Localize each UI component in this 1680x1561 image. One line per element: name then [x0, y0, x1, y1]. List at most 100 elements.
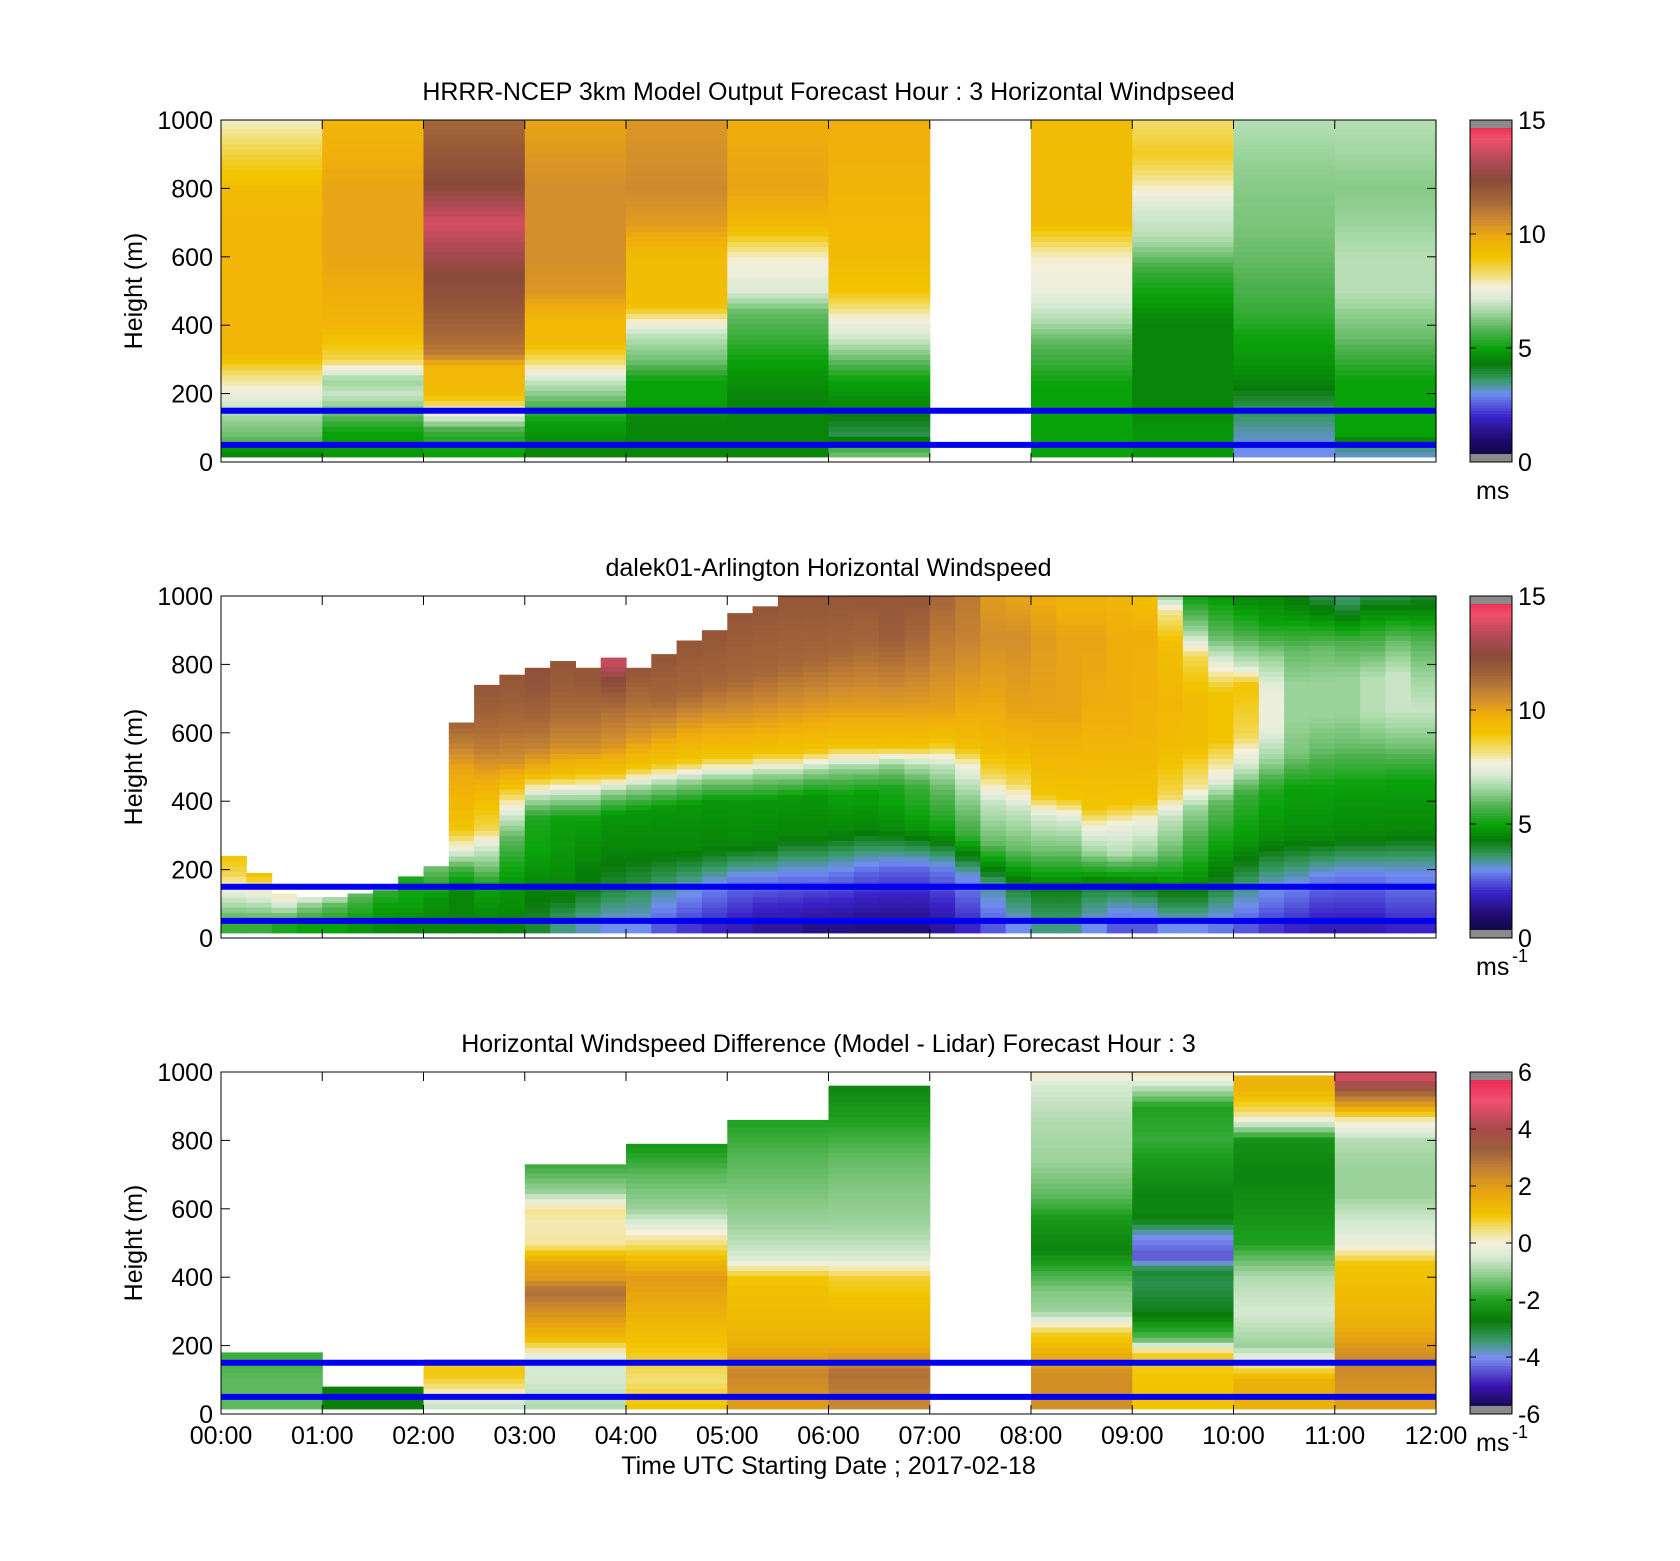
heatmap-cell	[221, 313, 323, 319]
heatmap-cell	[600, 779, 627, 785]
colorbar-segment	[1470, 225, 1512, 229]
heatmap-cell	[1309, 855, 1336, 862]
heatmap-cell	[600, 666, 627, 672]
heatmap-cell	[828, 231, 931, 237]
heatmap-cell	[600, 825, 627, 831]
heatmap-cell	[727, 722, 754, 729]
heatmap-cell	[879, 753, 905, 759]
heatmap-cell	[727, 1270, 830, 1277]
heatmap-cell	[1410, 779, 1437, 785]
heatmap-cell	[1385, 840, 1412, 847]
heatmap-cell	[803, 707, 830, 713]
heatmap-cell	[1106, 876, 1133, 883]
heatmap-cell	[626, 1167, 728, 1174]
heatmap-cell	[1233, 390, 1336, 396]
heatmap-cell	[1132, 328, 1235, 335]
heatmap-cell	[524, 185, 627, 191]
heatmap-cell	[1410, 753, 1437, 759]
heatmap-cell	[1031, 303, 1133, 309]
heatmap-cell	[1334, 1188, 1437, 1194]
heatmap-cell	[423, 231, 526, 237]
heatmap-cell	[904, 784, 931, 790]
heatmap-cell	[651, 835, 678, 842]
heatmap-cell	[879, 850, 905, 857]
heatmap-cell	[1182, 763, 1209, 770]
heatmap-cell	[1157, 732, 1184, 739]
heatmap-cell	[322, 256, 425, 263]
colorbar-segment	[1470, 798, 1512, 802]
heatmap-cell	[1132, 717, 1159, 724]
heatmap-cell	[1132, 614, 1159, 621]
colorbar-segment	[1470, 131, 1512, 135]
heatmap-cell	[1334, 768, 1361, 775]
heatmap-cell	[727, 390, 830, 396]
heatmap-cell	[853, 855, 880, 862]
heatmap-cell	[1056, 891, 1083, 898]
heatmap-cell	[1233, 261, 1336, 268]
heatmap-cell	[1309, 604, 1336, 611]
heatmap-cell	[1284, 753, 1310, 759]
heatmap-cell	[221, 251, 323, 258]
heatmap-cell	[803, 743, 830, 749]
heatmap-cell	[777, 758, 804, 765]
heatmap-cell	[550, 809, 576, 816]
heatmap-cell	[626, 1290, 728, 1297]
heatmap-cell	[980, 712, 1007, 718]
heatmap-cell	[904, 599, 931, 606]
heatmap-cell	[1233, 758, 1260, 765]
heatmap-cell	[803, 861, 830, 867]
heatmap-cell	[879, 640, 905, 647]
heatmap-cell	[1182, 681, 1209, 688]
heatmap-cell	[727, 850, 754, 857]
heatmap-cell	[1182, 596, 1209, 600]
heatmap-cell	[1334, 1072, 1437, 1076]
heatmap-cell	[955, 779, 981, 785]
heatmap-cell	[221, 415, 323, 422]
heatmap-cell	[1056, 748, 1083, 754]
heatmap-cell	[752, 712, 779, 718]
heatmap-cell	[803, 655, 830, 662]
heatmap-cell	[1334, 292, 1437, 299]
colorbar-segment	[1470, 1154, 1512, 1158]
heatmap-cell	[1233, 1116, 1336, 1123]
heatmap-cell	[1410, 866, 1437, 872]
heatmap-cell	[1385, 850, 1412, 857]
heatmap-cell	[955, 845, 981, 852]
heatmap-cell	[1233, 845, 1260, 852]
heatmap-cell	[828, 784, 855, 790]
heatmap-cell	[499, 789, 526, 795]
heatmap-cell	[1410, 861, 1437, 867]
heatmap-cell	[980, 650, 1007, 657]
heatmap-cell	[828, 1198, 931, 1205]
heatmap-cell	[600, 737, 627, 744]
heatmap-cell	[626, 1388, 728, 1394]
heatmap-cell	[1182, 789, 1209, 795]
heatmap-cell	[423, 215, 526, 222]
heatmap-cell	[828, 1116, 931, 1123]
colorbar-segment	[1470, 1277, 1512, 1281]
heatmap-cell	[1334, 436, 1437, 443]
heatmap-cell	[803, 773, 830, 780]
heatmap-cell	[423, 902, 450, 908]
heatmap-cell	[1334, 1337, 1437, 1343]
heatmap-cell	[626, 415, 728, 422]
heatmap-cell	[1005, 609, 1032, 616]
heatmap-cell	[626, 1342, 728, 1348]
colorbar-segment	[1470, 219, 1512, 224]
heatmap-cell	[853, 609, 880, 616]
heatmap-cell	[1360, 676, 1386, 683]
heatmap-cell	[651, 794, 678, 801]
colorbar-segment	[1470, 1171, 1512, 1176]
heatmap-cell	[626, 1296, 728, 1302]
colorbar-segment	[1470, 1394, 1512, 1398]
heatmap-cell	[701, 712, 728, 718]
heatmap-cell	[1233, 722, 1260, 729]
heatmap-cell	[499, 799, 526, 806]
heatmap-cell	[524, 1193, 627, 1200]
heatmap-cell	[853, 850, 880, 857]
heatmap-cell	[1081, 619, 1108, 626]
heatmap-cell	[1360, 609, 1386, 616]
colorbar-segment	[1470, 1109, 1512, 1113]
heatmap-cell	[1334, 123, 1437, 130]
heatmap-cell	[1360, 686, 1386, 693]
